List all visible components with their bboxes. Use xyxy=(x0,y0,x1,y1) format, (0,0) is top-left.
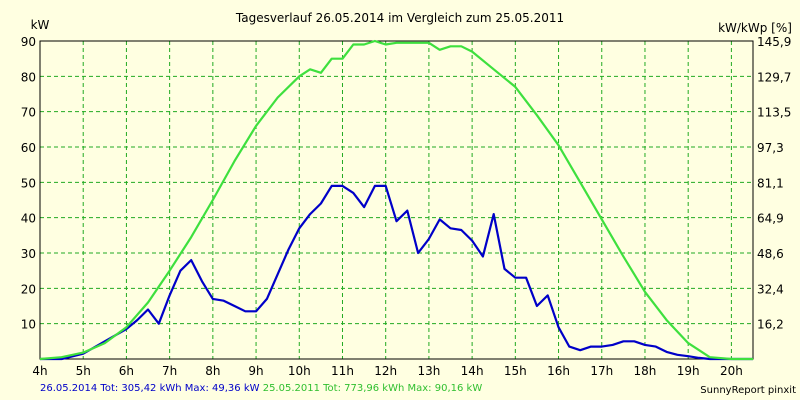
legend-series-2014: 26.05.2014 Tot: 305,42 kWh Max: 49,36 kW xyxy=(40,383,260,394)
y2-tick-label: 113,5 xyxy=(757,106,791,120)
tick-labels: 10 16,2 20 32,4 30 48,6 40 64,9 50 81,1 60 97,3 70 11… xyxy=(21,35,792,378)
x-tick-label: 7h xyxy=(162,364,177,378)
y2-tick-label: 81,1 xyxy=(757,176,784,190)
y-tick-label: 20 xyxy=(21,282,36,296)
grid xyxy=(40,40,753,359)
x-tick-label: 10h xyxy=(288,364,311,378)
y2-tick-label: 16,2 xyxy=(757,318,784,332)
y2-tick-label: 145,9 xyxy=(757,35,791,49)
y2-tick-label: 32,4 xyxy=(757,282,784,296)
x-tick-label: 19h xyxy=(677,364,700,378)
y-tick-label: 10 xyxy=(21,318,36,332)
legend: 26.05.2014 Tot: 305,42 kWh Max: 49,36 kW… xyxy=(40,383,482,394)
y-tick-label: 90 xyxy=(21,35,36,49)
x-tick-label: 11h xyxy=(331,364,354,378)
axes xyxy=(39,40,754,360)
chart-title: Tagesverlauf 26.05.2014 im Vergleich zum… xyxy=(235,11,564,25)
plot-frame xyxy=(39,40,754,360)
y-axis-label-left: kW xyxy=(31,18,50,32)
x-tick-label: 6h xyxy=(119,364,134,378)
y2-tick-label: 97,3 xyxy=(757,141,784,155)
x-tick-label: 14h xyxy=(461,364,484,378)
x-tick-label: 20h xyxy=(720,364,743,378)
y-tick-label: 80 xyxy=(21,70,36,84)
y-tick-label: 70 xyxy=(21,106,36,120)
x-tick-label: 5h xyxy=(76,364,91,378)
y2-tick-label: 48,6 xyxy=(757,247,784,261)
x-tick-label: 18h xyxy=(634,364,657,378)
credit-text: SunnyReport pinxit xyxy=(700,385,796,396)
x-tick-label: 13h xyxy=(417,364,440,378)
y-tick-label: 30 xyxy=(21,247,36,261)
y-tick-label: 60 xyxy=(21,141,36,155)
legend-series-2011: 25.05.2011 Tot: 773,96 kWh Max: 90,16 kW xyxy=(262,383,483,394)
series-lines xyxy=(39,39,753,361)
y-tick-label: 50 xyxy=(21,176,36,190)
y-tick-label: 40 xyxy=(21,212,36,226)
x-tick-label: 15h xyxy=(504,364,527,378)
x-tick-label: 9h xyxy=(248,364,263,378)
y-axis-label-right: kW/kWp [%] xyxy=(718,21,792,35)
x-tick-label: 16h xyxy=(547,364,570,378)
x-tick-label: 12h xyxy=(374,364,397,378)
x-tick-label: 4h xyxy=(32,364,47,378)
y2-tick-label: 129,7 xyxy=(757,70,791,84)
series-line-2014 xyxy=(40,184,753,361)
x-tick-label: 8h xyxy=(205,364,220,378)
x-tick-label: 17h xyxy=(590,364,613,378)
y2-tick-label: 64,9 xyxy=(757,212,784,226)
series-line-2011 xyxy=(39,39,753,361)
